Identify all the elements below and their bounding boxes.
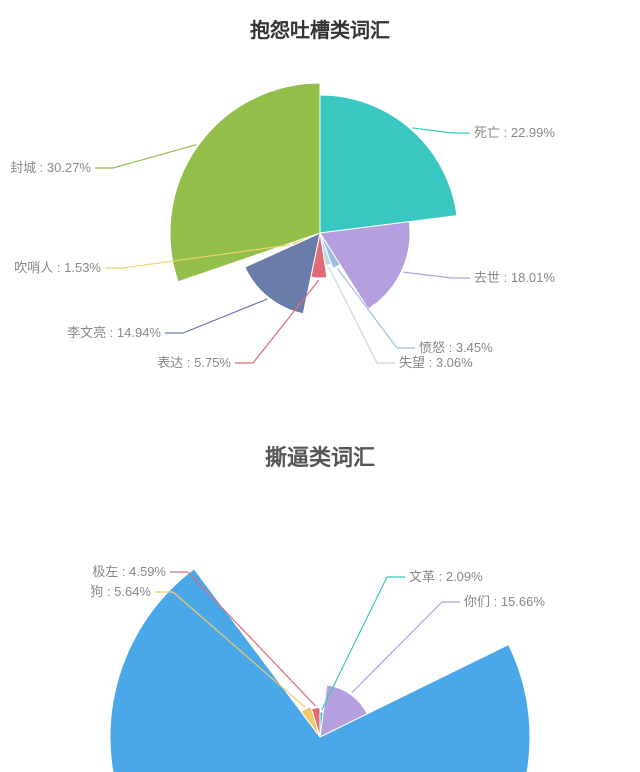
chart1-block: 抱怨吐槽类词汇 死亡 : 22.99% 去世 : 18.01% 愤怒 : 3.45%… bbox=[0, 0, 640, 390]
slice-label: 去世 : 18.01% bbox=[474, 270, 555, 285]
slice-label: 吹哨人 : 1.53% bbox=[14, 260, 101, 275]
page: 抱怨吐槽类词汇 死亡 : 22.99% 去世 : 18.01% 愤怒 : 3.45%… bbox=[0, 0, 640, 772]
slice-label: 封城 : 30.27% bbox=[10, 160, 91, 175]
chart1-svg: 死亡 : 22.99% 去世 : 18.01% 愤怒 : 3.45%失望 : 3.0… bbox=[0, 43, 640, 403]
slice-label: 表达 : 5.75% bbox=[157, 355, 231, 370]
slice-label: 李文亮 : 14.94% bbox=[67, 325, 161, 340]
leader-line bbox=[165, 299, 267, 333]
leader-line bbox=[413, 128, 470, 133]
slice-label: 你们 : 15.66% bbox=[464, 594, 545, 609]
slice-label: 狗 : 5.64% bbox=[90, 584, 151, 599]
pie-slice bbox=[320, 95, 457, 233]
slice-label: 文革 : 2.09% bbox=[409, 569, 483, 584]
chart2-title: 撕逼类词汇 bbox=[0, 430, 640, 472]
leader-line bbox=[403, 272, 470, 278]
slice-label: 愤怒 : 3.45% bbox=[419, 340, 493, 355]
slice-label: 失望 : 3.06% bbox=[399, 355, 473, 370]
chart2-block: 撕逼类词汇 文革 : 2.09% 你们 : 15.66% 狗 : 5.64% 极左 :… bbox=[0, 430, 640, 772]
slice-label: 死亡 : 22.99% bbox=[474, 125, 555, 140]
chart2-svg: 文革 : 2.09% 你们 : 15.66% 狗 : 5.64% 极左 : 4.59% bbox=[0, 472, 640, 772]
leader-line bbox=[95, 145, 196, 168]
slice-label: 极左 : 4.59% bbox=[92, 564, 166, 579]
chart1-title: 抱怨吐槽类词汇 bbox=[0, 0, 640, 43]
